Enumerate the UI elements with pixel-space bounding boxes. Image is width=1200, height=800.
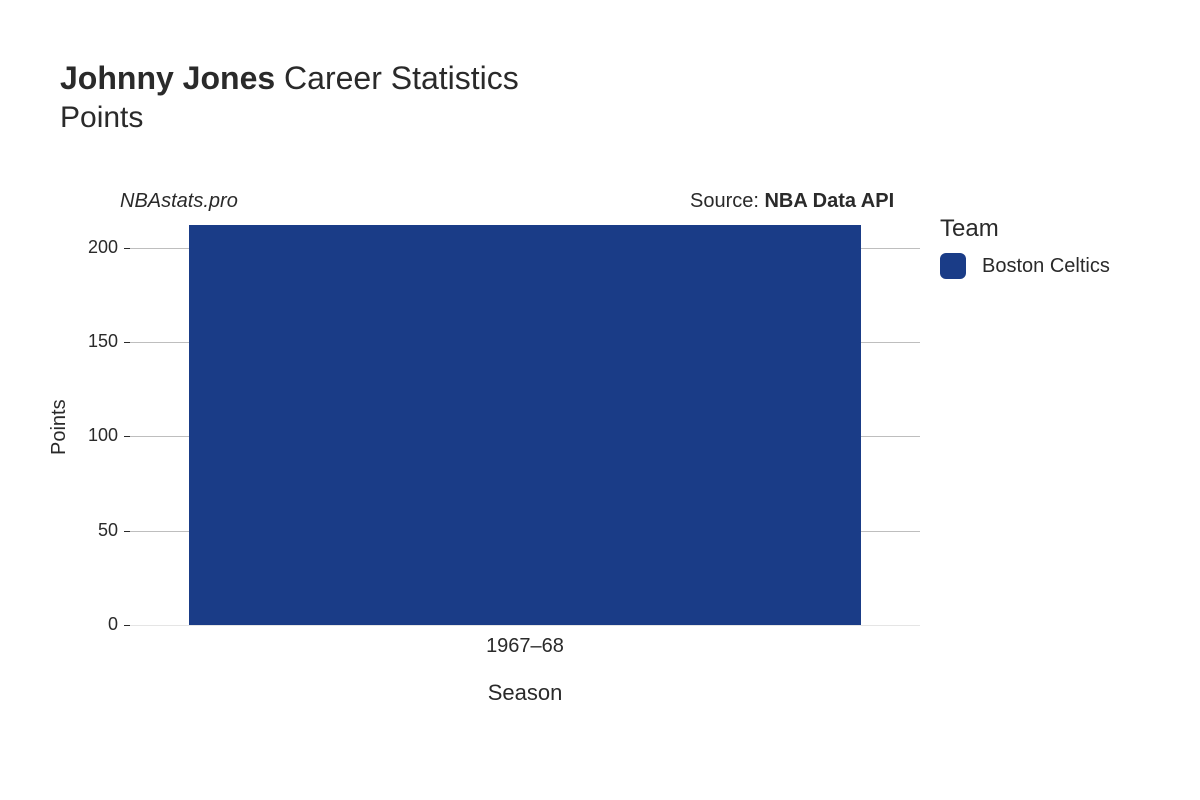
y-axis-title: Points [48,399,71,455]
x-tick-label: 1967–68 [445,635,605,658]
title-suffix: Career Statistics [284,60,519,96]
legend-label: Boston Celtics [982,255,1110,278]
x-axis-title: Season [475,680,575,706]
player-name: Johnny Jones [60,60,275,96]
legend-swatch [940,253,966,279]
bar [189,225,861,625]
y-tick-mark [124,436,130,437]
baseline [130,625,920,626]
y-tick-label: 100 [68,425,118,446]
site-annotation: NBAstats.pro [120,190,238,213]
chart-title: Johnny Jones Career Statistics [60,60,519,97]
y-tick-mark [124,531,130,532]
source-prefix: Source: [690,190,764,212]
y-tick-mark [124,342,130,343]
source-annotation: Source: NBA Data API [690,190,894,213]
legend: Team Boston Celtics [940,215,1110,279]
source-name: NBA Data API [764,190,894,212]
legend-title: Team [940,215,1110,243]
y-tick-label: 0 [68,614,118,635]
y-tick-label: 200 [68,237,118,258]
chart-subtitle: Points [60,101,519,135]
legend-items: Boston Celtics [940,253,1110,279]
y-tick-label: 50 [68,520,118,541]
legend-item: Boston Celtics [940,253,1110,279]
y-tick-mark [124,248,130,249]
y-tick-label: 150 [68,331,118,352]
chart-container: Johnny Jones Career Statistics Points 05… [0,0,1200,800]
plot-area: 0501001502001967–68PointsSeason [130,225,920,625]
title-block: Johnny Jones Career Statistics Points [60,60,519,135]
